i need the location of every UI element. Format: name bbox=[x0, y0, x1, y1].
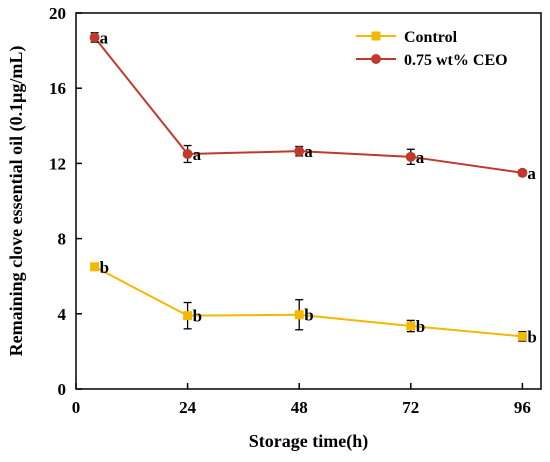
y-axis-title: Remaining clove essential oil (0.1μg/mL) bbox=[6, 46, 27, 357]
x-tick-label-24: 24 bbox=[179, 398, 197, 417]
data-point-0-0 bbox=[90, 262, 100, 272]
legend-marker-1 bbox=[371, 54, 381, 64]
axes bbox=[75, 12, 542, 390]
significance-label-1-1: a bbox=[193, 145, 202, 164]
data-point-0-4 bbox=[517, 331, 527, 341]
legend: Control 0.75 wt% CEO bbox=[356, 29, 508, 69]
series-layer: b b b b b a a a a a bbox=[89, 28, 537, 346]
y-tick-label-0: 0 bbox=[58, 380, 67, 399]
data-point-0-3 bbox=[406, 321, 416, 331]
x-tick-label-48: 48 bbox=[291, 398, 308, 417]
x-tick-label-96: 96 bbox=[514, 398, 531, 417]
y-tick-label-12: 12 bbox=[49, 154, 66, 173]
x-tick-label-0: 0 bbox=[72, 398, 81, 417]
y-tick-label-20: 20 bbox=[49, 4, 66, 23]
x-tick-label-72: 72 bbox=[402, 398, 419, 417]
significance-label-1-3: a bbox=[416, 148, 425, 167]
data-point-0-1 bbox=[183, 311, 193, 321]
series-1: a a a a a bbox=[89, 28, 536, 183]
y-tick-label-8: 8 bbox=[58, 230, 67, 249]
significance-label-0-4: b bbox=[527, 327, 536, 346]
data-point-1-1 bbox=[182, 149, 193, 159]
x-axis-title: Storage time(h) bbox=[249, 431, 368, 452]
significance-label-1-0: a bbox=[100, 28, 109, 47]
significance-label-0-3: b bbox=[416, 317, 425, 336]
data-point-0-2 bbox=[294, 310, 304, 320]
series-line-0 bbox=[94, 265, 523, 338]
y-tick-label-4: 4 bbox=[58, 305, 67, 324]
data-point-1-3 bbox=[405, 151, 416, 162]
legend-label-0: Control bbox=[404, 29, 458, 46]
legend-label-1: 0.75 wt% CEO bbox=[404, 52, 508, 69]
significance-label-1-2: a bbox=[304, 142, 313, 161]
data-point-1-4 bbox=[517, 167, 528, 178]
data-point-1-2 bbox=[294, 146, 305, 157]
data-point-1-0 bbox=[89, 32, 100, 43]
series-0: b b b b b bbox=[90, 258, 537, 346]
significance-label-0-0: b bbox=[100, 258, 109, 277]
significance-label-0-1: b bbox=[193, 307, 202, 326]
legend-marker-0 bbox=[371, 31, 381, 41]
significance-label-0-2: b bbox=[304, 306, 313, 325]
significance-label-1-4: a bbox=[527, 164, 536, 183]
plot-frame bbox=[75, 12, 542, 390]
y-tick-label-16: 16 bbox=[49, 79, 66, 98]
